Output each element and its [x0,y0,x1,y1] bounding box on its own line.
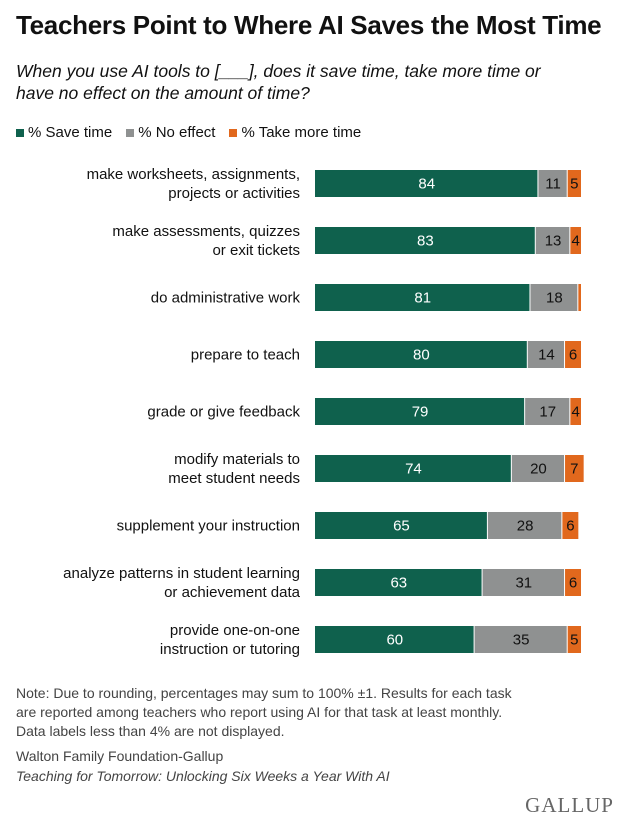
segment-divider [564,569,566,596]
segment-divider [561,512,563,539]
bar-segment-no-effect [482,569,566,596]
segment-divider [534,227,537,254]
bar-segment-more-time [565,455,584,482]
data-label-no-effect: 31 [515,575,532,592]
data-label-save: 65 [393,518,410,535]
segment-divider [569,398,571,425]
bar-segment-no-effect [511,455,566,482]
bar-segment-more-time [570,398,581,425]
legend-item-save: % Save time [16,124,112,141]
chart-title: Teachers Point to Where AI Saves the Mos… [16,10,602,40]
category-label: make assessments, quizzes or exit tickets [112,223,300,259]
legend-item-more-time: % Take more time [229,124,361,141]
bar-segment-more-time [565,341,581,368]
bar-segment-no-effect [538,170,568,197]
legend: % Save time % No effect % Take more time [16,124,361,141]
category-label: modify materials to meet student needs [168,451,300,487]
data-label-no-effect: 18 [546,290,563,307]
data-label-save: 60 [386,632,403,649]
stacked-bar-chart: make worksheets, assignments, projects or… [63,166,584,658]
legend-label-save: % Save time [28,124,113,141]
category-label: provide one-on-one instruction or tutorin… [160,622,300,658]
data-label-more-time: 4 [572,233,580,250]
data-label-no-effect: 28 [517,518,534,535]
legend-swatch-more-time [229,128,238,137]
data-label-no-effect: 14 [538,347,555,364]
data-label-save: 63 [390,575,407,592]
bar-segment-more-time [567,626,581,653]
bar-segment-save [315,626,475,653]
data-label-no-effect: 17 [539,404,556,421]
bar-segment-no-effect [487,512,563,539]
bar-segment-save [315,170,539,197]
segment-divider [473,626,476,653]
source-report-title: Teaching for Tomorrow: Unlocking Six Wee… [16,768,390,784]
bar-segment-more-time [565,569,581,596]
segment-divider [564,455,566,482]
category-label: do administrative work [151,290,301,307]
segment-divider [486,512,489,539]
segment-divider [569,227,571,254]
bar-segment-more-time [578,284,581,311]
data-label-more-time: 5 [570,176,578,193]
data-label-more-time: 4 [572,404,580,421]
source-organization: Walton Family Foundation-Gallup [16,748,224,764]
bar-segment-no-effect [525,398,571,425]
data-label-save: 80 [413,347,430,364]
segment-divider [564,341,566,368]
data-label-more-time: 5 [570,632,578,649]
data-label-no-effect: 11 [545,176,561,193]
bar-segment-more-time [567,170,581,197]
data-label-no-effect: 20 [530,461,547,478]
segment-divider [529,284,531,311]
bar-segment-no-effect [474,626,568,653]
category-label: make worksheets, assignments, projects or… [87,166,300,202]
bar-segment-save [315,512,488,539]
bar-segment-save [315,569,483,596]
data-label-no-effect: 35 [513,632,530,649]
bar-segment-save [315,341,528,368]
bar-segment-more-time [562,512,579,539]
bar-segment-save [315,455,512,482]
data-label-save: 83 [417,233,434,250]
bar-segment-save [315,227,536,254]
chart-subtitle: When you use AI tools to [___], does it … [16,61,541,103]
bar-segment-no-effect [527,341,566,368]
data-label-save: 79 [412,404,429,421]
data-label-save: 74 [405,461,422,478]
segment-divider [526,341,529,368]
data-label-save: 81 [414,290,431,307]
legend-label-more-time: % Take more time [241,124,362,141]
category-label: analyze patterns in student learning or a… [63,565,300,601]
segment-divider [566,626,569,653]
gallup-logo: GALLUP [525,793,614,817]
segment-divider [524,398,526,425]
data-label-more-time: 6 [566,518,574,535]
data-label-save: 84 [418,176,435,193]
data-label-more-time: 7 [570,461,578,478]
legend-label-no-effect: % No effect [138,124,216,141]
bar-segment-no-effect [530,284,579,311]
category-label: prepare to teach [191,347,300,364]
legend-swatch-no-effect [126,128,135,137]
bar-segment-save [315,284,531,311]
segment-divider [577,284,579,311]
segment-divider [481,569,484,596]
bar-segment-more-time [570,227,581,254]
segment-divider [537,170,539,197]
data-label-more-time: 6 [569,347,577,364]
legend-item-no-effect: % No effect [126,124,215,141]
legend-swatch-save [16,128,24,137]
segment-divider [510,455,513,482]
chart-note: Note: Due to rounding, percentages may s… [16,685,512,739]
bar-segment-save [315,398,526,425]
segment-divider [566,170,569,197]
category-label: supplement your instruction [117,518,300,535]
bar-segment-no-effect [535,227,571,254]
data-label-more-time: 6 [569,575,577,592]
category-label: grade or give feedback [147,404,300,421]
data-label-no-effect: 13 [545,233,562,250]
